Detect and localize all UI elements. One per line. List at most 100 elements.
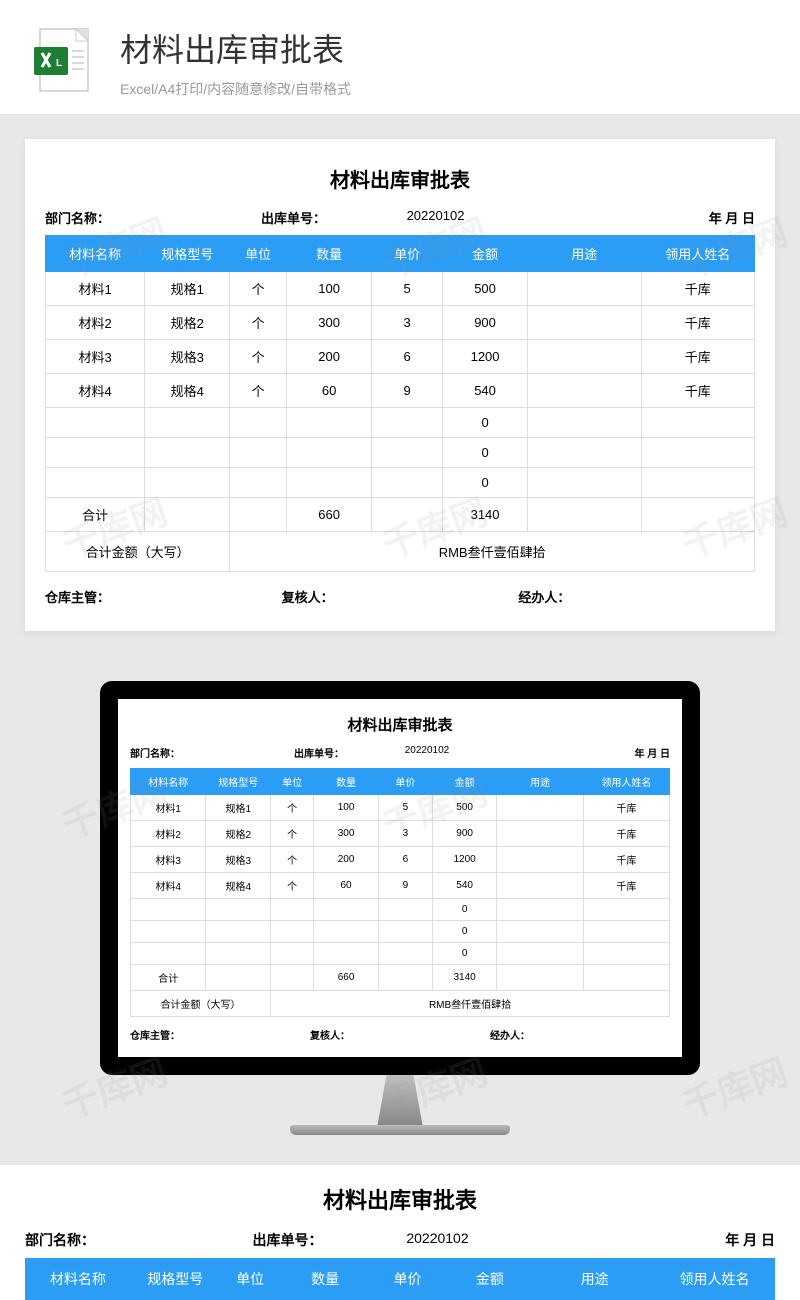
table-cell [497, 921, 583, 943]
table-cell: 材料1 [131, 795, 206, 821]
table-cell [528, 374, 641, 408]
signature-row: 仓库主管：复核人：经办人： [130, 1027, 670, 1042]
column-header: 用途 [497, 769, 583, 795]
table-cell: 材料3 [46, 340, 145, 374]
order-label: 出库单号： [265, 745, 373, 760]
template-subtitle: Excel/A4打印/内容随意修改/自带格式 [120, 79, 770, 99]
table-cell: 300 [287, 306, 372, 340]
materials-table: 材料名称规格型号单位数量单价金额用途领用人姓名 [25, 1258, 775, 1300]
table-row: 材料3规格3个20061200千库 [46, 340, 755, 374]
dept-label: 部门名称： [45, 208, 223, 227]
table-cell [372, 408, 443, 438]
table-cell [46, 408, 145, 438]
order-label: 出库单号： [223, 208, 365, 227]
table-cell [497, 899, 583, 921]
form-meta: 部门名称： 出库单号： 20220102 年 月 日 [25, 1230, 775, 1250]
table-cell [378, 899, 432, 921]
table-cell [206, 943, 271, 965]
order-label: 出库单号： [213, 1230, 363, 1250]
table-cell [145, 468, 230, 498]
column-header: 数量 [314, 769, 379, 795]
table-cell: 个 [230, 272, 287, 306]
table-cell: 6 [372, 340, 443, 374]
table-cell: 材料4 [131, 873, 206, 899]
form-meta: 部门名称： 出库单号： 20220102 年 月 日 [130, 745, 670, 760]
table-cell: 0 [443, 468, 528, 498]
table-cell [46, 438, 145, 468]
form-title: 材料出库审批表 [130, 714, 670, 735]
column-header: 数量 [280, 1259, 370, 1300]
table-cell [497, 821, 583, 847]
table-cell: 千库 [641, 306, 754, 340]
form-container-monitor: 材料出库审批表 部门名称： 出库单号： 20220102 年 月 日 材料名称规… [118, 699, 682, 1057]
table-cell: 0 [432, 921, 497, 943]
table-cell: 千库 [583, 847, 669, 873]
table-cell: 千库 [641, 340, 754, 374]
materials-table: 材料名称规格型号单位数量单价金额用途领用人姓名材料1规格1个1005500千库材… [130, 768, 670, 1017]
table-cell [145, 438, 230, 468]
signature-label: 仓库主管： [130, 1027, 310, 1042]
table-cell: 5 [372, 272, 443, 306]
total-row: 合计 660 3140 [46, 498, 755, 532]
table-cell: 个 [230, 340, 287, 374]
table-cell: 5 [378, 795, 432, 821]
column-header: 材料名称 [46, 236, 145, 272]
signature-label: 经办人： [518, 587, 755, 606]
table-cell: 0 [443, 408, 528, 438]
table-cell: 规格3 [206, 847, 271, 873]
table-cell: 100 [287, 272, 372, 306]
materials-table: 材料名称规格型号单位数量单价金额用途领用人姓名材料1规格1个1005500千库材… [45, 235, 755, 572]
column-header: 单价 [378, 769, 432, 795]
table-row: 0 [131, 899, 670, 921]
table-cell: 个 [271, 821, 314, 847]
date-label: 年 月 日 [507, 208, 756, 227]
signature-label: 复核人： [310, 1027, 490, 1042]
table-row: 材料4规格4个609540千库 [131, 873, 670, 899]
table-cell: 规格4 [145, 374, 230, 408]
column-header: 单位 [230, 236, 287, 272]
table-cell [131, 943, 206, 965]
column-header: 领用人姓名 [641, 236, 754, 272]
table-cell: 规格3 [145, 340, 230, 374]
table-cell: 千库 [583, 795, 669, 821]
table-cell: 材料3 [131, 847, 206, 873]
date-label: 年 月 日 [513, 1230, 776, 1250]
order-number: 20220102 [365, 208, 507, 227]
order-number: 20220102 [373, 745, 481, 760]
table-cell: 300 [314, 821, 379, 847]
table-cell: 千库 [641, 272, 754, 306]
table-cell [314, 921, 379, 943]
signature-row: 仓库主管：复核人：经办人： [45, 587, 755, 606]
table-row: 材料2规格2个3003900千库 [131, 821, 670, 847]
table-cell [528, 306, 641, 340]
table-cell [145, 408, 230, 438]
form-meta: 部门名称： 出库单号： 20220102 年 月 日 [45, 208, 755, 227]
table-cell: 500 [443, 272, 528, 306]
table-cell: 1200 [432, 847, 497, 873]
table-cell [230, 438, 287, 468]
table-cell [528, 340, 641, 374]
table-cell: 千库 [641, 374, 754, 408]
table-cell: 个 [271, 873, 314, 899]
column-header: 单价 [370, 1259, 445, 1300]
column-header: 材料名称 [26, 1259, 131, 1300]
table-cell [641, 438, 754, 468]
table-row: 0 [131, 943, 670, 965]
svg-text:L: L [56, 58, 62, 69]
total-row: 合计 660 3140 [131, 965, 670, 991]
dept-label: 部门名称： [25, 1230, 213, 1250]
column-header: 金额 [443, 236, 528, 272]
table-cell: 3 [378, 821, 432, 847]
column-header: 金额 [445, 1259, 535, 1300]
table-cell: 规格2 [145, 306, 230, 340]
table-cell [372, 438, 443, 468]
table-cell: 9 [378, 873, 432, 899]
table-cell: 规格4 [206, 873, 271, 899]
table-cell: 9 [372, 374, 443, 408]
table-cell: 540 [432, 873, 497, 899]
table-cell: 材料2 [131, 821, 206, 847]
table-cell [287, 438, 372, 468]
column-header: 单位 [220, 1259, 280, 1300]
table-cell: 规格2 [206, 821, 271, 847]
table-cell [271, 899, 314, 921]
